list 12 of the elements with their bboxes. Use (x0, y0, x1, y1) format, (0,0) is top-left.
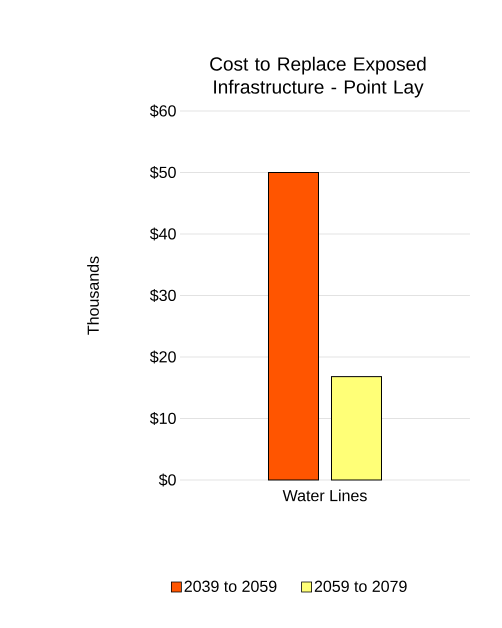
y-axis-title: Thousands (87, 256, 99, 335)
legend-label: 2039 to 2059 (184, 580, 276, 592)
y-tick-label: $60 (150, 104, 176, 118)
legend-label: 2059 to 2079 (314, 580, 407, 592)
y-tick-label: $50 (150, 166, 176, 179)
y-tick-label: $10 (150, 412, 176, 425)
y-tick-label: $40 (150, 228, 176, 240)
x-tick-label: Water Lines (282, 490, 367, 502)
y-tick-label: $20 (150, 350, 176, 364)
y-tick-label: $30 (150, 289, 176, 302)
chart-title: Cost to Replace Exposed Infrastructure - Point Lay (210, 56, 426, 98)
y-tick-label: $0 (158, 474, 176, 486)
